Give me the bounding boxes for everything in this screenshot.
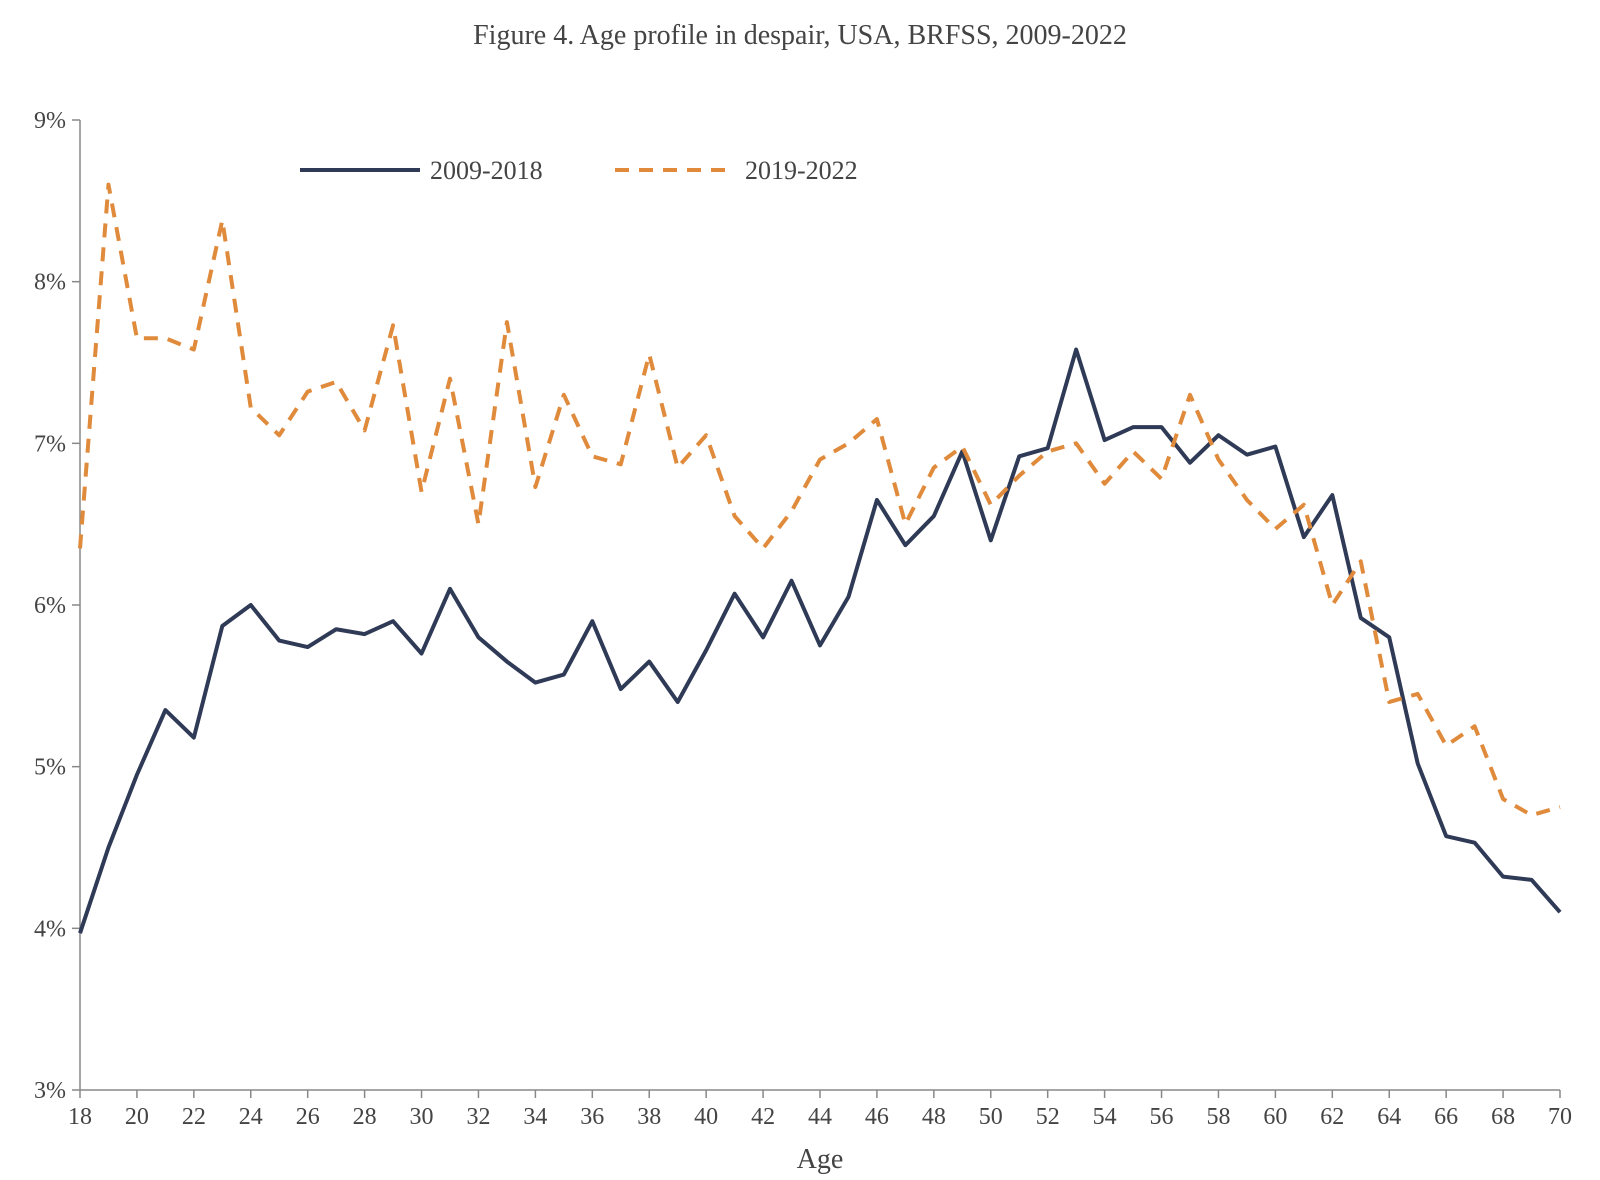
- x-tick-label: 18: [68, 1104, 92, 1130]
- x-tick-label: 36: [580, 1104, 604, 1130]
- x-tick-label: 30: [410, 1104, 434, 1130]
- x-tick-label: 60: [1263, 1104, 1287, 1130]
- x-tick-label: 52: [1036, 1104, 1060, 1130]
- series-line: [80, 350, 1560, 934]
- chart-svg: 3% 4% 5% 6% 7% 8% 9% 18 20 22 24 26 28 30 32 34 36 38 40 42…: [0, 0, 1600, 1180]
- x-tick-label: 22: [182, 1104, 206, 1130]
- x-tick-label: 56: [1150, 1104, 1174, 1130]
- x-tick-label: 28: [353, 1104, 377, 1130]
- x-tick-label: 20: [125, 1104, 149, 1130]
- x-tick-label: 24: [239, 1104, 263, 1130]
- x-tick-label: 50: [979, 1104, 1003, 1130]
- legend-label: 2019-2022: [745, 156, 858, 185]
- x-tick-label: 58: [1206, 1104, 1230, 1130]
- x-tick-label: 64: [1377, 1104, 1401, 1130]
- x-tick-label: 68: [1491, 1104, 1515, 1130]
- x-tick-label: 34: [523, 1104, 547, 1130]
- y-tick-label: 5%: [34, 755, 66, 781]
- x-tick-label: 42: [751, 1104, 775, 1130]
- legend-label: 2009-2018: [430, 156, 543, 185]
- x-tick-label: 48: [922, 1104, 946, 1130]
- y-tick-label: 4%: [34, 916, 66, 942]
- x-axis-label: Age: [797, 1144, 844, 1175]
- chart-container: { "chart": { "type": "line", "title": "F…: [0, 0, 1600, 1180]
- y-tick-label: 3%: [34, 1078, 66, 1104]
- x-tick-label: 66: [1434, 1104, 1458, 1130]
- x-tick-label: 62: [1320, 1104, 1344, 1130]
- y-tick-label: 6%: [34, 593, 66, 619]
- y-tick-label: 8%: [34, 270, 66, 296]
- x-tick-label: 70: [1548, 1104, 1572, 1130]
- x-tick-label: 54: [1093, 1104, 1117, 1130]
- y-tick-label: 9%: [34, 108, 66, 134]
- x-tick-label: 40: [694, 1104, 718, 1130]
- x-tick-label: 38: [637, 1104, 661, 1130]
- x-tick-label: 32: [466, 1104, 490, 1130]
- x-tick-label: 44: [808, 1104, 832, 1130]
- y-tick-label: 7%: [34, 431, 66, 457]
- x-tick-label: 26: [296, 1104, 320, 1130]
- x-tick-label: 46: [865, 1104, 889, 1130]
- series-line: [80, 185, 1560, 816]
